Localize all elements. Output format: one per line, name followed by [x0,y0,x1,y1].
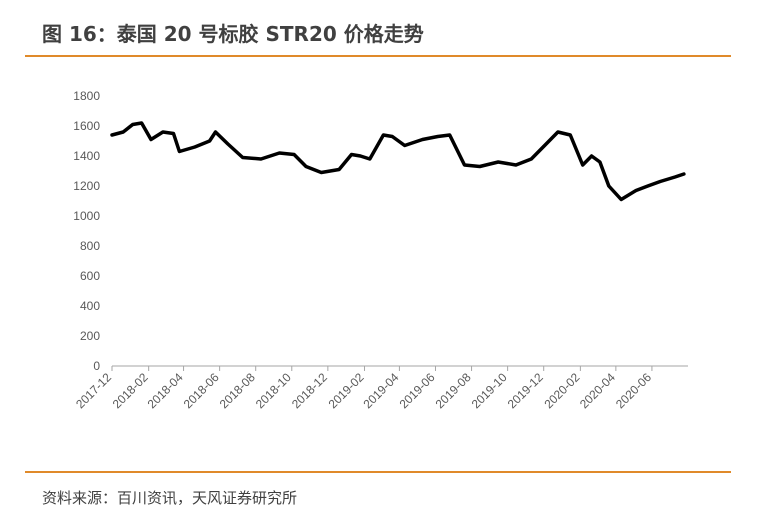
x-tick-label: 2018-10 [253,370,294,411]
x-tick-label: 2020-04 [577,370,618,411]
y-tick-label: 200 [80,329,100,343]
x-tick-label: 2018-06 [181,370,222,411]
x-tick-label: 2018-12 [289,370,330,411]
y-tick-label: 400 [80,299,100,313]
x-tick-label: 2019-10 [469,370,510,411]
x-tick-label: 2018-04 [145,370,186,411]
footer-divider [25,471,731,473]
x-tick-label: 2019-04 [360,370,401,411]
x-tick-label: 2019-02 [326,370,367,411]
x-tick-label: 2019-12 [505,370,546,411]
y-tick-label: 1800 [73,89,100,103]
y-tick-label: 800 [80,239,100,253]
y-tick-label: 0 [93,359,100,373]
x-tick-label: 2018-02 [110,370,151,411]
title-divider [25,55,731,57]
x-tick-label: 2020-02 [541,370,582,411]
x-tick-label: 2019-08 [433,370,474,411]
y-tick-label: 600 [80,269,100,283]
y-tick-label: 1400 [73,149,100,163]
y-tick-label: 1000 [73,209,100,223]
x-tick-label: 2017-12 [73,370,114,411]
series-line-str20 [110,121,686,202]
figure-title: 图 16：泰国 20 号标胶 STR20 价格走势 [42,22,424,46]
source-note: 资料来源：百川资讯，天风证券研究所 [42,489,298,507]
x-tick-label: 2020-06 [613,370,654,411]
y-tick-label: 1600 [73,119,100,133]
x-tick-label: 2019-06 [397,370,438,411]
y-tick-label: 1200 [73,179,100,193]
x-tick-label: 2018-08 [217,370,258,411]
